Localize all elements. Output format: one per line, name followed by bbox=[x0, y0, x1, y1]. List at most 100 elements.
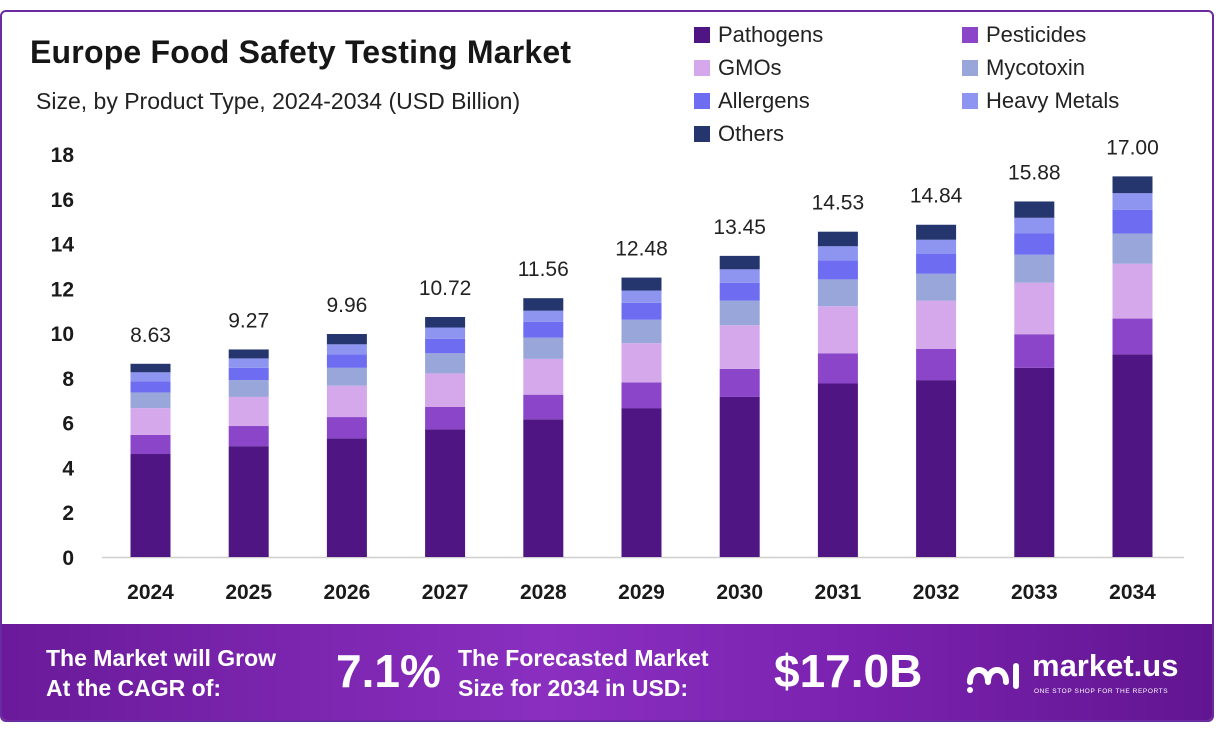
bar-segment-pesticides-2025 bbox=[228, 426, 269, 447]
bar-segment-heavy-metals-2033 bbox=[1014, 217, 1055, 234]
legend-item-pathogens: Pathogens bbox=[694, 22, 823, 48]
summary-banner: The Market will Grow At the CAGR of: 7.1… bbox=[2, 624, 1212, 720]
legend-label: Allergens bbox=[718, 88, 810, 113]
bar-segment-heavy-metals-2032 bbox=[916, 239, 957, 254]
bar-segment-allergens-2029 bbox=[621, 302, 662, 320]
bar-segment-allergens-2027 bbox=[425, 338, 466, 354]
bar-segment-allergens-2031 bbox=[817, 260, 858, 280]
bar-segment-allergens-2028 bbox=[523, 321, 564, 338]
y-tick-label: 2 bbox=[62, 502, 74, 525]
legend-item-heavy-metals: Heavy Metals bbox=[962, 88, 1119, 114]
legend-item-allergens: Allergens bbox=[694, 88, 810, 114]
legend-item-gmos: GMOs bbox=[694, 55, 782, 81]
x-tick-label: 2029 bbox=[618, 581, 665, 604]
x-tick-label: 2030 bbox=[716, 581, 763, 604]
brand-logo-icon bbox=[967, 663, 1019, 693]
bar-segment-allergens-2024 bbox=[130, 381, 171, 393]
bar-segment-heavy-metals-2031 bbox=[817, 246, 858, 261]
bar-segment-others-2024 bbox=[130, 363, 171, 373]
bar-segment-pesticides-2029 bbox=[621, 382, 662, 409]
x-tick-label: 2034 bbox=[1109, 581, 1156, 604]
x-tick-label: 2026 bbox=[324, 581, 371, 604]
bar-segment-others-2031 bbox=[817, 231, 858, 247]
bar-segment-pathogens-2031 bbox=[817, 383, 858, 557]
legend-swatch bbox=[694, 60, 710, 76]
bar-segment-gmos-2033 bbox=[1014, 282, 1055, 335]
bar-segment-mycotoxin-2029 bbox=[621, 319, 662, 344]
bar-segment-pathogens-2030 bbox=[719, 396, 760, 557]
bar-segment-allergens-2026 bbox=[326, 354, 367, 368]
bar-segment-others-2032 bbox=[916, 224, 957, 240]
bar-segment-others-2034 bbox=[1112, 176, 1153, 194]
bar-segment-gmos-2029 bbox=[621, 343, 662, 383]
bar-segment-others-2026 bbox=[326, 334, 367, 345]
bar-segment-mycotoxin-2030 bbox=[719, 300, 760, 326]
bar-total-label: 10.72 bbox=[419, 277, 472, 300]
y-tick-label: 10 bbox=[51, 323, 74, 346]
legend-label: GMOs bbox=[718, 55, 782, 80]
bar-segment-gmos-2026 bbox=[326, 385, 367, 418]
legend-swatch bbox=[694, 126, 710, 142]
bar-segment-others-2033 bbox=[1014, 201, 1055, 218]
bar-segment-others-2028 bbox=[523, 298, 564, 311]
bar-segment-pathogens-2034 bbox=[1112, 354, 1153, 557]
bar-segment-heavy-metals-2028 bbox=[523, 310, 564, 322]
bar-segment-gmos-2030 bbox=[719, 325, 760, 369]
x-tick-label: 2031 bbox=[815, 581, 862, 604]
bar-segment-pesticides-2033 bbox=[1014, 334, 1055, 368]
brand-tagline: ONE STOP SHOP FOR THE REPORTS bbox=[1034, 688, 1169, 695]
bar-segment-heavy-metals-2034 bbox=[1112, 193, 1153, 210]
x-tick-label: 2027 bbox=[422, 581, 469, 604]
chart-title: Europe Food Safety Testing Market bbox=[30, 34, 572, 70]
bar-segment-others-2025 bbox=[228, 349, 269, 359]
bar-total-label: 15.88 bbox=[1008, 161, 1061, 184]
legend-swatch bbox=[962, 93, 978, 109]
chart-frame: Europe Food Safety Testing Market Size, … bbox=[0, 10, 1214, 722]
legend-swatch bbox=[962, 27, 978, 43]
bar-segment-pesticides-2027 bbox=[425, 406, 466, 430]
legend-item-others: Others bbox=[694, 121, 784, 147]
legend-item-pesticides: Pesticides bbox=[962, 22, 1086, 48]
legend-item-mycotoxin: Mycotoxin bbox=[962, 55, 1085, 81]
forecast-text-line1: The Forecasted Market bbox=[458, 645, 709, 671]
bar-segment-pathogens-2024 bbox=[130, 454, 171, 557]
bar-segment-mycotoxin-2032 bbox=[916, 273, 957, 301]
forecast-text-line2: Size for 2034 in USD: bbox=[458, 675, 689, 701]
bar-segment-gmos-2028 bbox=[523, 358, 564, 395]
x-tick-label: 2025 bbox=[225, 581, 272, 604]
bar-segment-pathogens-2027 bbox=[425, 429, 466, 557]
bar-segment-pesticides-2034 bbox=[1112, 318, 1153, 355]
bar-segment-pesticides-2032 bbox=[916, 348, 957, 381]
bar-segment-mycotoxin-2028 bbox=[523, 337, 564, 359]
bar-segment-mycotoxin-2034 bbox=[1112, 233, 1153, 264]
cagr-text-line1: The Market will Grow bbox=[46, 645, 277, 671]
bar-segment-mycotoxin-2024 bbox=[130, 392, 171, 409]
y-tick-label: 4 bbox=[62, 457, 74, 480]
x-tick-label: 2028 bbox=[520, 581, 567, 604]
bar-segment-pesticides-2030 bbox=[719, 368, 760, 397]
bar-segment-allergens-2025 bbox=[228, 367, 269, 381]
bar-total-label: 14.53 bbox=[812, 192, 865, 215]
bar-segment-pesticides-2026 bbox=[326, 417, 367, 439]
bar-segment-pathogens-2025 bbox=[228, 446, 269, 557]
bar-segment-pathogens-2028 bbox=[523, 419, 564, 557]
bar-segment-pathogens-2032 bbox=[916, 380, 957, 557]
bar-total-label: 14.84 bbox=[910, 185, 963, 208]
bar-segment-others-2029 bbox=[621, 277, 662, 291]
legend-swatch bbox=[694, 93, 710, 109]
bar-segment-allergens-2032 bbox=[916, 253, 957, 274]
bar-total-label: 9.27 bbox=[228, 309, 269, 332]
legend-label: Others bbox=[718, 121, 785, 146]
x-tick-label: 2032 bbox=[913, 581, 960, 604]
bar-segment-mycotoxin-2025 bbox=[228, 380, 269, 397]
bar-segment-mycotoxin-2027 bbox=[425, 353, 466, 374]
bar-segment-gmos-2034 bbox=[1112, 263, 1153, 319]
bar-total-label: 12.48 bbox=[615, 238, 668, 261]
bar-segment-others-2027 bbox=[425, 316, 466, 328]
chart-subtitle: Size, by Product Type, 2024-2034 (USD Bi… bbox=[36, 88, 521, 114]
brand-name: market.us bbox=[1032, 648, 1179, 683]
bar-segment-pesticides-2024 bbox=[130, 434, 171, 455]
bar-segment-heavy-metals-2027 bbox=[425, 327, 466, 339]
bar-segment-pathogens-2033 bbox=[1014, 367, 1055, 557]
bar-segment-heavy-metals-2030 bbox=[719, 269, 760, 283]
